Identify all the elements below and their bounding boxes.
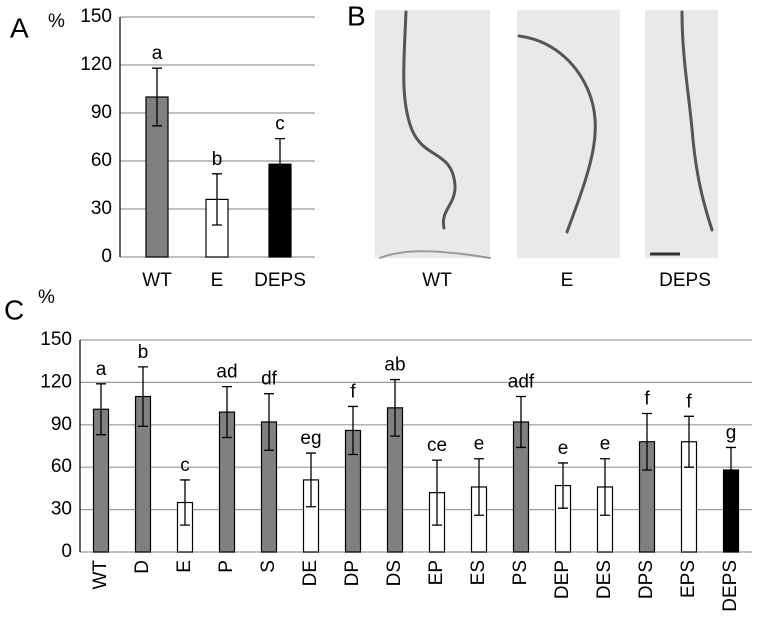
error-bar bbox=[348, 405, 358, 456]
y-tick-label: 90 bbox=[51, 414, 72, 435]
x-tick-label: DEPS bbox=[720, 560, 741, 612]
significance-letter: e bbox=[600, 434, 611, 455]
error-bar bbox=[684, 415, 694, 468]
error-bar bbox=[152, 67, 162, 127]
x-tick-label: E bbox=[211, 270, 224, 291]
x-tick-label: DPS bbox=[636, 560, 657, 599]
micrograph bbox=[517, 10, 620, 258]
error-bar bbox=[275, 137, 285, 191]
x-tick-label: EP bbox=[426, 560, 447, 585]
error-bar bbox=[558, 462, 568, 509]
x-tick-label: DEPS bbox=[254, 270, 306, 291]
x-tick-label: DE bbox=[300, 560, 321, 586]
error-bar bbox=[180, 479, 190, 526]
x-tick-label: PS bbox=[510, 560, 531, 585]
significance-letter: adf bbox=[508, 372, 535, 393]
panel-letter: A bbox=[10, 12, 29, 43]
error-bar bbox=[390, 378, 400, 437]
significance-letter: ad bbox=[216, 362, 237, 383]
y-tick-label: 150 bbox=[80, 6, 112, 27]
error-bar bbox=[600, 458, 610, 516]
significance-letter: e bbox=[474, 434, 485, 455]
error-bar bbox=[642, 412, 652, 471]
significance-letter: a bbox=[96, 359, 107, 380]
y-axis-unit: % bbox=[48, 11, 65, 32]
error-bar bbox=[306, 452, 316, 508]
significance-letter: f bbox=[350, 381, 356, 402]
x-tick-label: EPS bbox=[678, 560, 699, 598]
significance-letter: c bbox=[275, 114, 285, 135]
x-tick-label: S bbox=[258, 560, 279, 573]
root bbox=[379, 250, 491, 259]
significance-letter: c bbox=[180, 455, 190, 476]
x-tick-label: ES bbox=[468, 560, 489, 585]
y-tick-label: 150 bbox=[40, 329, 72, 350]
error-bar bbox=[264, 393, 274, 451]
y-tick-label: 30 bbox=[51, 499, 72, 520]
significance-letter: eg bbox=[300, 428, 321, 449]
significance-letter: b bbox=[212, 149, 223, 170]
x-tick-label: WT bbox=[90, 560, 111, 590]
error-bar bbox=[516, 395, 526, 449]
significance-letter: ab bbox=[384, 355, 405, 376]
significance-letter: df bbox=[261, 369, 278, 390]
panel-letter: B bbox=[347, 0, 366, 31]
x-tick-label: DES bbox=[594, 560, 615, 599]
x-tick-label: E bbox=[174, 560, 195, 573]
significance-letter: f bbox=[644, 389, 650, 410]
y-tick-label: 90 bbox=[91, 102, 112, 123]
significance-letter: f bbox=[686, 391, 692, 412]
x-tick-label: DEP bbox=[552, 560, 573, 599]
y-tick-label: 120 bbox=[80, 54, 112, 75]
y-axis-unit: % bbox=[38, 287, 55, 308]
significance-letter: e bbox=[558, 438, 569, 459]
image-label: DEPS bbox=[659, 270, 711, 291]
x-tick-label: D bbox=[132, 560, 153, 574]
image-label: E bbox=[561, 270, 574, 291]
error-bar bbox=[96, 383, 106, 436]
x-tick-label: P bbox=[216, 560, 237, 573]
y-tick-label: 60 bbox=[91, 150, 112, 171]
root bbox=[517, 34, 597, 234]
y-tick-label: 120 bbox=[40, 371, 72, 392]
panel-letter: C bbox=[4, 294, 24, 325]
significance-letter: g bbox=[726, 422, 737, 443]
error-bar bbox=[212, 173, 222, 226]
x-tick-label: DP bbox=[342, 560, 363, 586]
significance-letter: b bbox=[138, 342, 149, 363]
error-bar bbox=[432, 459, 442, 526]
significance-letter: a bbox=[152, 43, 163, 64]
error-bar bbox=[474, 458, 484, 516]
micrograph bbox=[375, 10, 490, 258]
root bbox=[402, 10, 457, 230]
error-bar bbox=[726, 446, 736, 494]
micrograph bbox=[645, 10, 718, 258]
significance-letter: ce bbox=[427, 435, 447, 456]
y-tick-label: 0 bbox=[101, 246, 112, 267]
x-tick-label: WT bbox=[142, 270, 172, 291]
error-bar bbox=[138, 366, 148, 427]
y-tick-label: 60 bbox=[51, 456, 72, 477]
y-tick-label: 30 bbox=[91, 198, 112, 219]
root bbox=[680, 10, 714, 232]
y-tick-label: 0 bbox=[61, 541, 72, 562]
x-tick-label: DS bbox=[384, 560, 405, 586]
image-label: WT bbox=[422, 270, 452, 291]
error-bar bbox=[222, 385, 232, 439]
